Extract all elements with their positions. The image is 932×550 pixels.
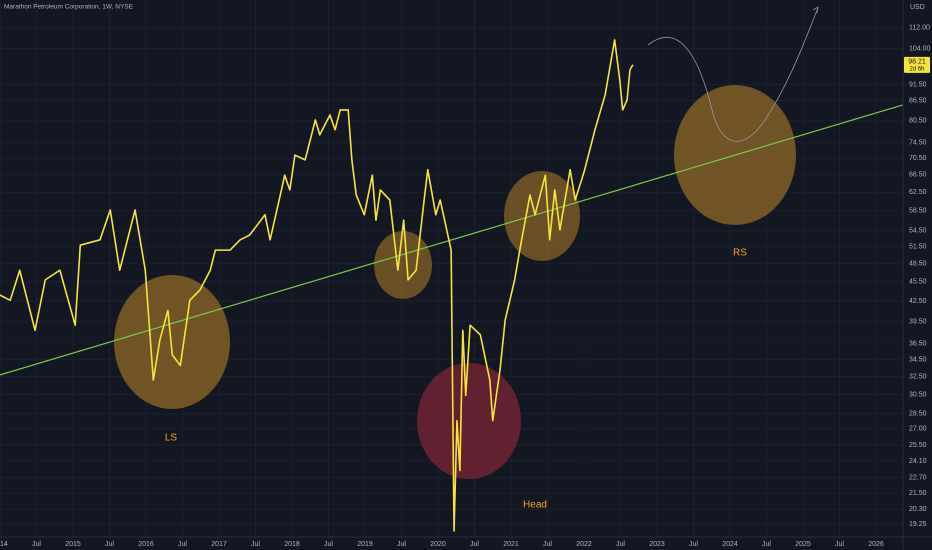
y-tick-label: 74.50 [909, 140, 927, 147]
price-line [0, 39, 634, 532]
y-tick-label: 25.50 [909, 442, 927, 449]
x-tick-label: Jul [616, 541, 625, 548]
projection-curve [647, 7, 819, 142]
price-tag [904, 56, 930, 73]
chart-title: Marathon Petroleum Corporation, 1W, NYSE [4, 4, 134, 11]
x-tick-label: Jul [105, 541, 114, 548]
y-tick-label: 20.30 [909, 506, 927, 513]
y-tick-label: 80.50 [909, 118, 927, 125]
x-tick-label: 2025 [795, 541, 811, 548]
shoulder-circle [114, 275, 230, 409]
y-tick-label: 19.25 [909, 521, 927, 528]
x-tick-label: 2020 [430, 541, 446, 548]
x-tick-label: 2021 [503, 541, 519, 548]
y-tick-label: 70.50 [909, 155, 927, 162]
price-tag-countdown: 2d 6h [909, 66, 924, 72]
x-tick-label: 14 [0, 541, 8, 548]
x-tick-label: Jul [470, 541, 479, 548]
plot-area [0, 39, 903, 532]
x-tick-label: 2024 [722, 541, 738, 548]
x-tick-label: Jul [178, 541, 187, 548]
annotation: LS [165, 433, 178, 444]
x-tick-label: 2022 [576, 541, 592, 548]
x-tick-label: 2016 [138, 541, 154, 548]
x-tick-label: Jul [251, 541, 260, 548]
y-tick-label: 104.00 [909, 46, 931, 53]
x-tick-label: 2023 [649, 541, 665, 548]
y-tick-label: 66.50 [909, 172, 927, 179]
price-tag-value: 98.21 [908, 59, 926, 66]
y-tick-label: 24.10 [909, 458, 927, 465]
x-tick-label: Jul [762, 541, 771, 548]
y-tick-label: 34.50 [909, 357, 927, 364]
x-tick-label: 2018 [284, 541, 300, 548]
y-tick-label: 45.50 [909, 279, 927, 286]
y-tick-label: 112.00 [909, 25, 930, 32]
y-tick-label: 30.50 [909, 391, 927, 398]
x-tick-label: Jul [324, 541, 333, 548]
x-tick-label: Jul [397, 541, 406, 548]
y-tick-label: 54.50 [909, 228, 927, 235]
projection-arrowhead [812, 6, 819, 14]
x-tick-label: 2019 [357, 541, 373, 548]
y-tick-label: 58.50 [909, 208, 927, 215]
annotation: RS [733, 248, 747, 259]
y-tick-label: 48.50 [909, 261, 927, 268]
x-tick-label: 2017 [211, 541, 227, 548]
pattern-circle [374, 231, 432, 299]
y-tick-label: 51.50 [909, 244, 927, 251]
y-tick-label: 42.50 [909, 298, 927, 305]
annotation: Head [523, 500, 547, 511]
y-tick-label: 32.50 [909, 373, 927, 380]
pattern-circle [504, 171, 580, 261]
currency-label: USD [910, 4, 925, 11]
head-circle [417, 363, 521, 479]
y-tick-label: 22.70 [909, 475, 927, 482]
y-tick-label: 91.50 [909, 82, 927, 89]
y-tick-label: 36.50 [909, 341, 927, 348]
y-tick-label: 86.50 [909, 97, 927, 104]
y-tick-label: 28.50 [909, 410, 927, 417]
price-line [0, 104, 903, 376]
y-tick-label: 39.50 [909, 318, 927, 325]
y-tick-label: 27.00 [909, 426, 927, 433]
x-tick-label: 2015 [65, 541, 81, 548]
x-tick-label: Jul [543, 541, 552, 548]
x-tick-label: Jul [689, 541, 698, 548]
y-tick-label: 62.50 [909, 189, 927, 196]
x-tick-label: Jul [835, 541, 844, 548]
y-tick-label: 21.50 [909, 490, 927, 497]
x-tick-label: Jul [32, 541, 41, 548]
x-tick-label: 2026 [868, 541, 884, 548]
